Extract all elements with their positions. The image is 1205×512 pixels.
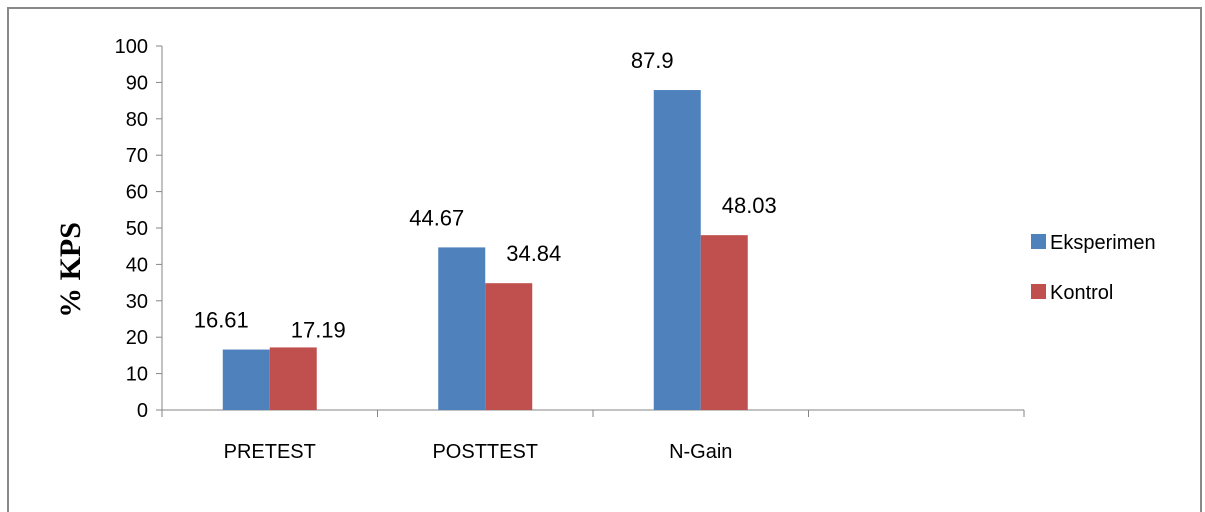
y-tick-label: 70	[126, 145, 148, 167]
y-tick-label: 0	[137, 400, 148, 422]
data-label: 17.19	[291, 317, 346, 342]
legend-swatch-eksperimen	[1031, 234, 1046, 249]
chart-frame	[7, 7, 1202, 512]
y-tick-label: 50	[126, 218, 148, 240]
y-axis-title: % KPS	[54, 222, 87, 318]
y-tick-label: 90	[126, 72, 148, 94]
bar-eksperimen	[222, 349, 270, 410]
y-tick-label: 100	[115, 36, 148, 58]
y-tick-label: 10	[126, 364, 148, 386]
data-label: 16.61	[194, 308, 249, 333]
x-tick-label: POSTTEST	[432, 441, 538, 463]
legend-label-kontrol: Kontrol	[1050, 282, 1113, 304]
data-label: 44.67	[409, 205, 464, 230]
legend-swatch-kontrol	[1031, 284, 1046, 299]
bar-eksperimen	[653, 90, 701, 410]
bar-eksperimen	[438, 247, 486, 410]
data-label: 34.84	[506, 241, 561, 266]
y-tick-label: 40	[126, 254, 148, 276]
x-tick-label: N-Gain	[669, 441, 732, 463]
bar-kontrol	[700, 235, 748, 410]
y-tick-label: 20	[126, 327, 148, 349]
bar-kontrol	[269, 347, 317, 410]
y-tick-label: 80	[126, 109, 148, 131]
x-tick-label: PRETEST	[224, 441, 316, 463]
data-label: 87.9	[631, 48, 674, 73]
legend-label-eksperimen: Eksperimen	[1050, 232, 1156, 254]
y-tick-label: 60	[126, 182, 148, 204]
bar-kontrol	[485, 283, 533, 410]
data-label: 48.03	[722, 193, 777, 218]
y-tick-label: 30	[126, 291, 148, 313]
